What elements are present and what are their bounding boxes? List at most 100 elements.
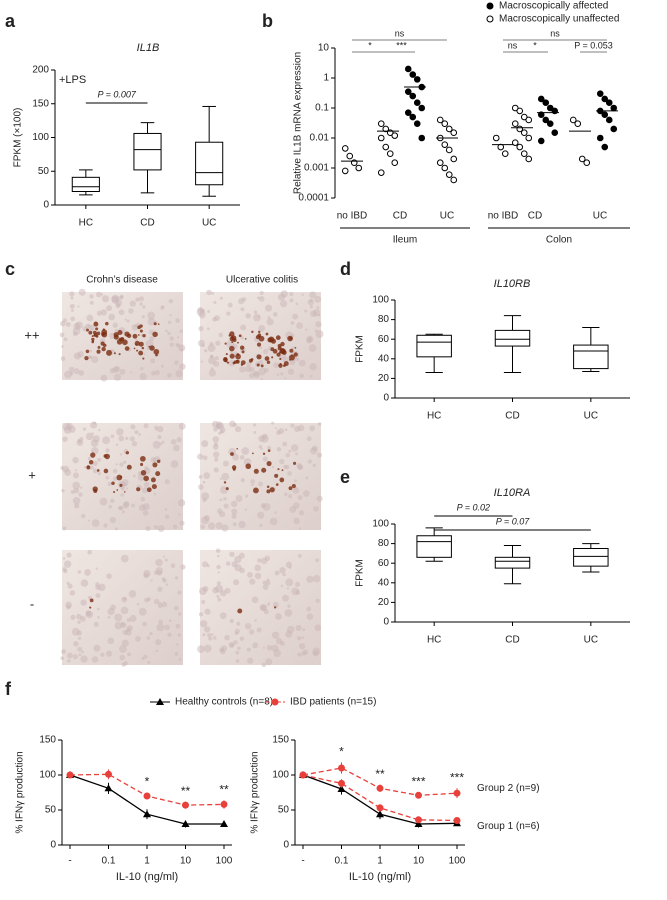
data-point [516,107,524,115]
stain-spot [251,330,254,334]
tissue-texture [165,329,168,333]
tissue-texture [297,652,302,657]
tissue-texture [87,325,91,328]
y-tick-label: 200 [32,65,49,76]
tissue-texture [244,508,248,511]
tissue-texture [279,640,285,646]
stain-spot [86,465,91,470]
box [573,344,609,370]
tissue-texture [204,608,211,615]
column-label: Crohn’s disease [86,275,158,286]
tissue-texture [201,440,209,448]
x-tick-label: 0.1 [102,856,116,867]
tissue-texture [114,621,123,630]
tissue-texture [144,597,150,603]
tissue-texture [129,371,133,374]
tissue-texture [95,582,100,587]
stain-spot [124,346,130,351]
tissue-texture [149,631,153,636]
tissue-texture [303,649,309,655]
tissue-texture [259,291,264,296]
tissue-texture [248,629,255,635]
significance-label: * [145,775,150,789]
tissue-texture [123,661,128,666]
tissue-texture [215,421,223,429]
y-tick-label: 100 [39,770,56,781]
stain-spot [118,353,121,356]
tissue-texture [202,480,206,484]
y-tick-label: 50 [38,166,50,177]
tissue-texture [101,295,110,303]
tissue-texture [114,527,118,531]
tissue-texture [95,291,102,298]
data-point [445,125,453,133]
tissue-texture [196,453,204,460]
data-point [450,176,458,184]
stain-spot [223,481,227,484]
stain-spot [153,322,157,326]
tissue-texture [169,314,172,317]
data-point [601,111,609,118]
tissue-texture [61,345,64,348]
tissue-texture [73,641,79,647]
tissue-texture [217,571,220,574]
data-point [542,116,550,124]
tissue-texture [62,526,67,531]
stain-spot [123,491,126,493]
stain-spot [233,360,238,364]
tissue-texture [282,441,288,447]
stain-spot [266,360,271,365]
y-tick-label: 80 [378,314,390,325]
tissue-texture [72,457,79,464]
stain-spot [276,352,281,357]
tissue-texture [244,623,252,630]
tissue-texture [290,321,295,325]
stain-spot [149,345,155,351]
tissue-texture [150,579,153,582]
tissue-texture [216,594,220,598]
tissue-texture [221,472,230,481]
data-point [511,139,519,146]
tissue-texture [117,505,123,511]
tissue-texture [284,428,288,432]
tissue-texture [289,298,294,303]
x-tick-label: UC [440,211,454,222]
y-tick-label: 150 [39,735,56,746]
data-point [220,820,228,827]
stain-spot [278,363,283,368]
tissue-texture [143,423,149,429]
tissue-texture [164,479,170,485]
stain-spot [135,343,137,346]
stain-spot [230,452,234,456]
x-axis-label: IL-10 (ng/ml) [116,871,178,883]
tissue-texture [239,366,246,373]
tissue-texture [213,636,217,640]
data-point [418,104,426,112]
stain-spot [265,332,269,336]
tissue-texture [169,342,175,347]
legend-marker [486,2,494,10]
tissue-texture [139,372,147,381]
tissue-texture [316,452,323,458]
tissue-texture [177,633,182,637]
tissue-texture [167,320,172,325]
tissue-texture [237,646,241,650]
tissue-texture [130,424,136,430]
comparison-label: ns [550,28,560,38]
tissue-texture [89,324,95,330]
tissue-texture [134,430,139,435]
tissue-texture [177,590,182,595]
tissue-texture [125,487,129,490]
data-point [376,804,384,812]
tissue-texture [282,572,286,577]
tissue-texture [157,425,164,433]
stain-spot [226,361,230,364]
stain-spot [239,345,245,350]
tissue-texture [290,444,299,452]
stain-spot [97,345,101,349]
tissue-texture [164,624,170,631]
tissue-texture [274,511,277,514]
comparison-label: *** [396,40,407,50]
y-axis-label: Relative IL1B mRNA expression [293,52,304,194]
data-point [299,771,307,779]
